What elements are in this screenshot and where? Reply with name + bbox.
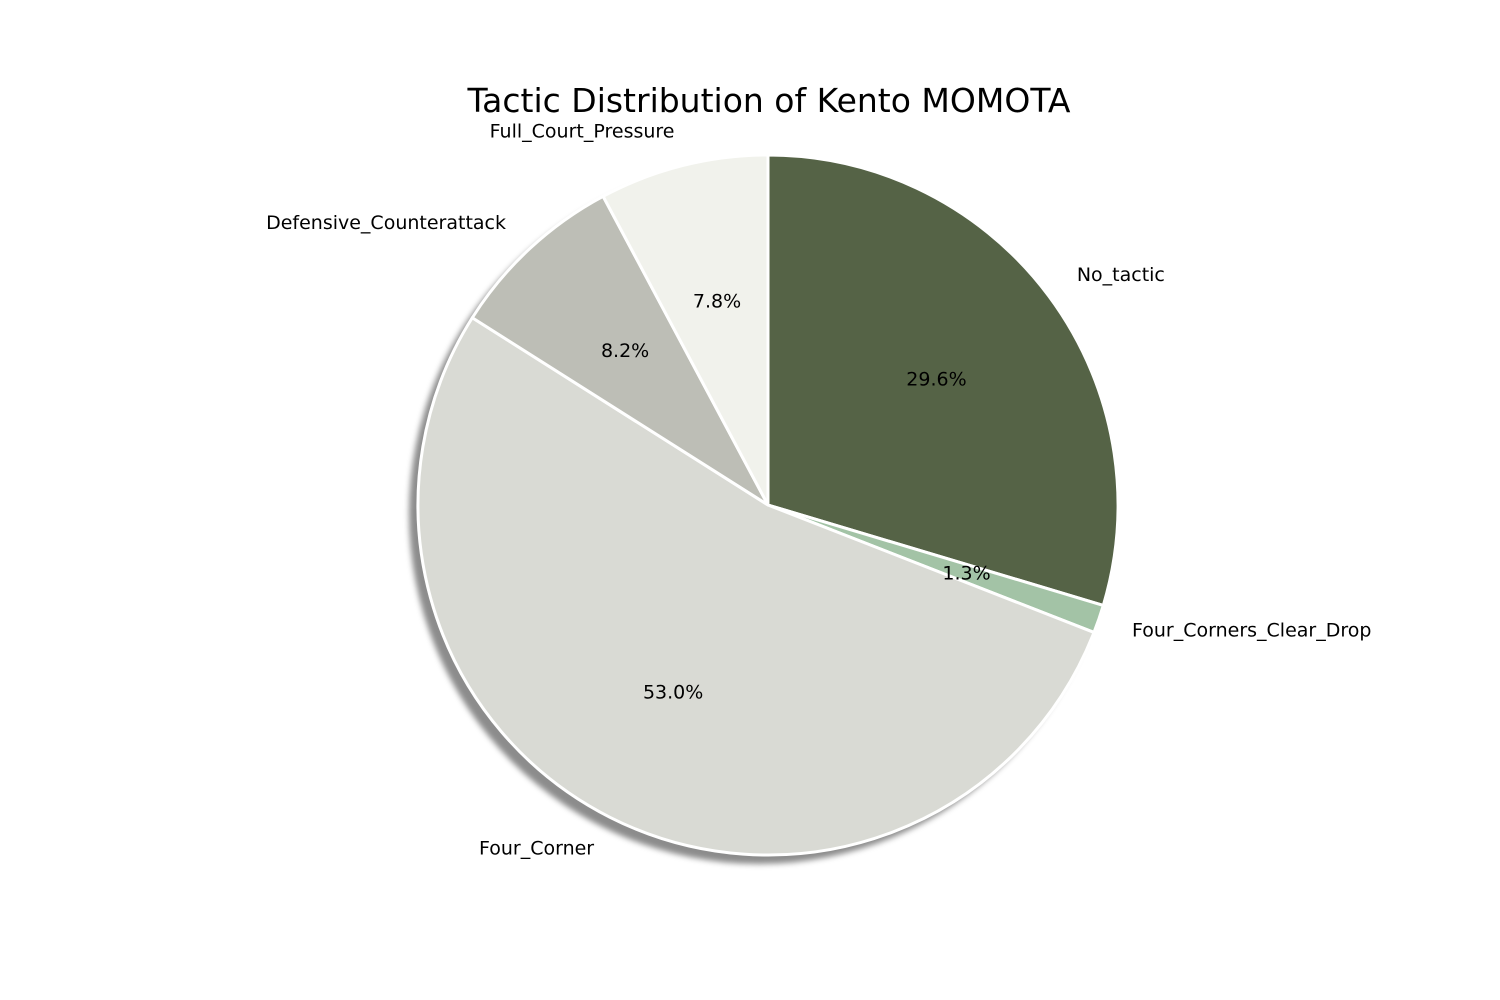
slice-percent-four-corners-clear-drop: 1.3%: [942, 562, 990, 584]
pie-slice-four-corner: [416, 316, 1096, 857]
chart-title: Tactic Distribution of Kento MOMOTA: [466, 81, 1070, 120]
pie-slices: [416, 153, 1120, 857]
slice-label-no-tactic: No_tactic: [1077, 264, 1165, 286]
slice-labels: No_tactic Four_Corners_Clear_Drop Four_Cor…: [266, 121, 1371, 860]
pie-slice-defensive-counterattack: [470, 194, 770, 507]
slice-percent-no-tactic: 29.6%: [906, 369, 966, 391]
slice-percent-four-corner: 53.0%: [643, 681, 703, 703]
slice-label-four-corner: Four_Corner: [479, 838, 594, 860]
pie-slice-full-court-pressure: [601, 153, 770, 507]
slice-label-full-court-pressure: Full_Court_Pressure: [490, 121, 675, 143]
percent-labels: 29.6% 1.3% 53.0% 8.2% 7.8%: [601, 290, 991, 703]
pie-slice-no-tactic: [766, 153, 1120, 607]
slice-label-defensive-counterattack: Defensive_Counterattack: [266, 212, 506, 234]
slice-label-four-corners-clear-drop: Four_Corners_Clear_Drop: [1132, 619, 1371, 641]
slice-percent-defensive-counterattack: 8.2%: [601, 340, 649, 362]
slice-percent-full-court-pressure: 7.8%: [693, 290, 741, 312]
